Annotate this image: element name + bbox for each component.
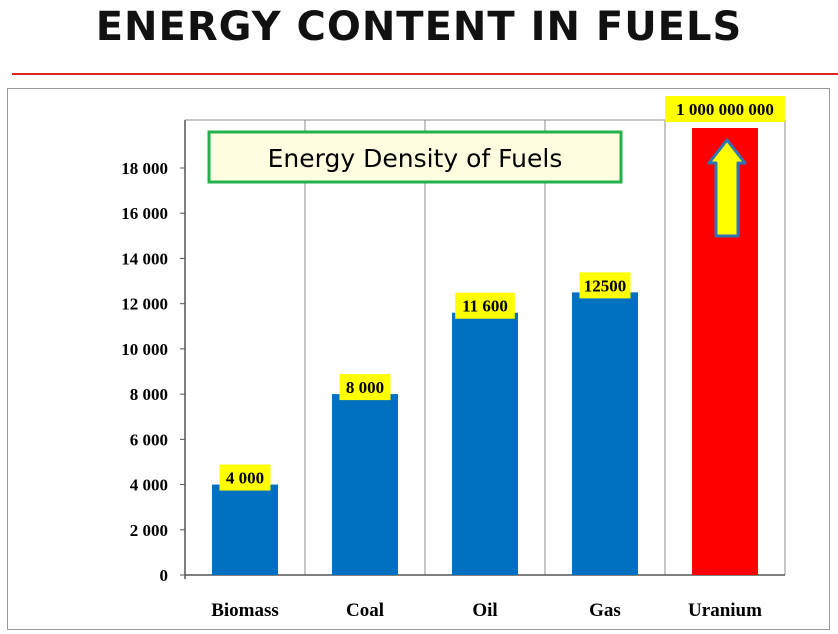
x-category-label: Uranium (688, 600, 762, 621)
bar (452, 312, 518, 575)
data-label-text: 11 600 (462, 297, 508, 316)
data-label: 12500 (579, 272, 631, 299)
data-label-background (579, 272, 631, 299)
data-label: 11 600 (455, 292, 515, 319)
x-category-labels: Biomass Coal Oil Gas Uranium (211, 600, 762, 621)
y-tick-label: 2 000 (130, 521, 168, 540)
data-label: 1 000 000 000 (665, 96, 785, 122)
data-label: 8 000 (339, 374, 391, 401)
slide-title: ENERGY CONTENT IN FUELS (95, 4, 743, 50)
x-category-label: Biomass (211, 600, 279, 621)
bar (572, 292, 638, 575)
data-label-background (665, 96, 785, 122)
bar (212, 484, 278, 575)
data-label-background (455, 292, 515, 319)
data-label-text: 8 000 (346, 378, 384, 397)
y-tick-label: 8 000 (130, 385, 168, 404)
y-tick-label: 16 000 (121, 204, 168, 223)
y-tick-label: 18 000 (121, 159, 168, 178)
data-label-text: 12500 (584, 276, 627, 295)
y-tick-label: 0 (160, 566, 169, 585)
y-tick-labels: 0 2 000 4 000 6 000 8 000 10 000 12 000 14 000 1… (121, 159, 168, 585)
bar (332, 394, 398, 575)
data-label: 4 000 (219, 464, 271, 491)
x-category-label: Coal (346, 600, 384, 621)
up-arrow-icon (707, 138, 747, 238)
y-tick-label: 10 000 (121, 340, 168, 359)
y-tick-label: 4 000 (130, 476, 168, 495)
data-labels: 4 000 8 000 11 600 12500 1 000 000 000 (219, 96, 785, 491)
data-label-background (219, 464, 271, 491)
data-label-text: 1 000 000 000 (676, 100, 774, 119)
data-label-background (339, 374, 391, 401)
title-divider (12, 73, 838, 75)
data-label-text: 4 000 (226, 469, 264, 488)
chart-title-box: Energy Density of Fuels (207, 130, 623, 184)
chart-title: Energy Density of Fuels (268, 144, 563, 173)
y-tick-label: 12 000 (121, 295, 168, 314)
x-category-label: Gas (589, 600, 621, 621)
bars (212, 128, 758, 575)
y-tick-label: 14 000 (121, 249, 168, 268)
x-category-label: Oil (472, 600, 497, 621)
y-tick-label: 6 000 (130, 430, 168, 449)
